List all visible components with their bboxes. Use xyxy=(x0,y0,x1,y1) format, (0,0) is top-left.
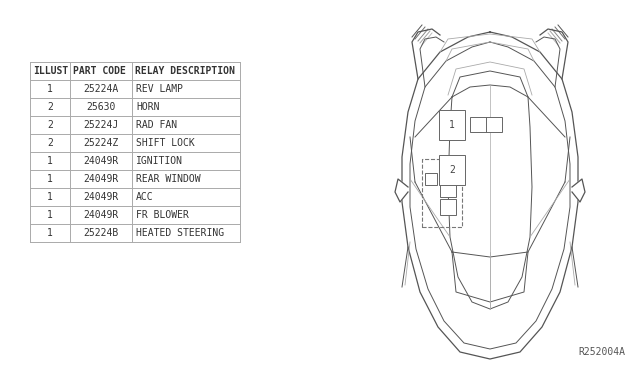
Polygon shape xyxy=(572,179,585,202)
Text: 1: 1 xyxy=(449,120,455,130)
Bar xyxy=(425,173,437,185)
Text: 25224Z: 25224Z xyxy=(83,138,118,148)
Text: RELAY DESCRIPTION: RELAY DESCRIPTION xyxy=(135,66,235,76)
Text: RAD FAN: RAD FAN xyxy=(136,120,177,130)
Text: REV LAMP: REV LAMP xyxy=(136,84,183,94)
Text: 1: 1 xyxy=(47,192,53,202)
Text: 25630: 25630 xyxy=(86,102,116,112)
Bar xyxy=(470,117,502,132)
Text: 25224B: 25224B xyxy=(83,228,118,238)
Text: HEATED STEERING: HEATED STEERING xyxy=(136,228,224,238)
Text: 2: 2 xyxy=(47,102,53,112)
Text: 2: 2 xyxy=(47,120,53,130)
Text: IGNITION: IGNITION xyxy=(136,156,183,166)
Text: 2: 2 xyxy=(449,165,455,175)
Text: HORN: HORN xyxy=(136,102,159,112)
Bar xyxy=(440,199,456,215)
Text: 1: 1 xyxy=(47,84,53,94)
Text: ILLUST: ILLUST xyxy=(33,66,68,76)
Bar xyxy=(440,181,456,197)
Text: 1: 1 xyxy=(47,156,53,166)
Text: FR BLOWER: FR BLOWER xyxy=(136,210,189,220)
Text: SHIFT LOCK: SHIFT LOCK xyxy=(136,138,195,148)
Polygon shape xyxy=(395,179,408,202)
Text: 24049R: 24049R xyxy=(83,210,118,220)
Text: 25224J: 25224J xyxy=(83,120,118,130)
Text: 24049R: 24049R xyxy=(83,156,118,166)
Text: 24049R: 24049R xyxy=(83,174,118,184)
Text: 24049R: 24049R xyxy=(83,192,118,202)
Text: 1: 1 xyxy=(47,210,53,220)
Text: R252004A: R252004A xyxy=(578,347,625,357)
Text: PART CODE: PART CODE xyxy=(73,66,126,76)
Text: 1: 1 xyxy=(47,174,53,184)
Text: REAR WINDOW: REAR WINDOW xyxy=(136,174,200,184)
Text: 25224A: 25224A xyxy=(83,84,118,94)
Text: 1: 1 xyxy=(47,228,53,238)
Text: ACC: ACC xyxy=(136,192,154,202)
Text: 2: 2 xyxy=(47,138,53,148)
Bar xyxy=(422,159,462,227)
